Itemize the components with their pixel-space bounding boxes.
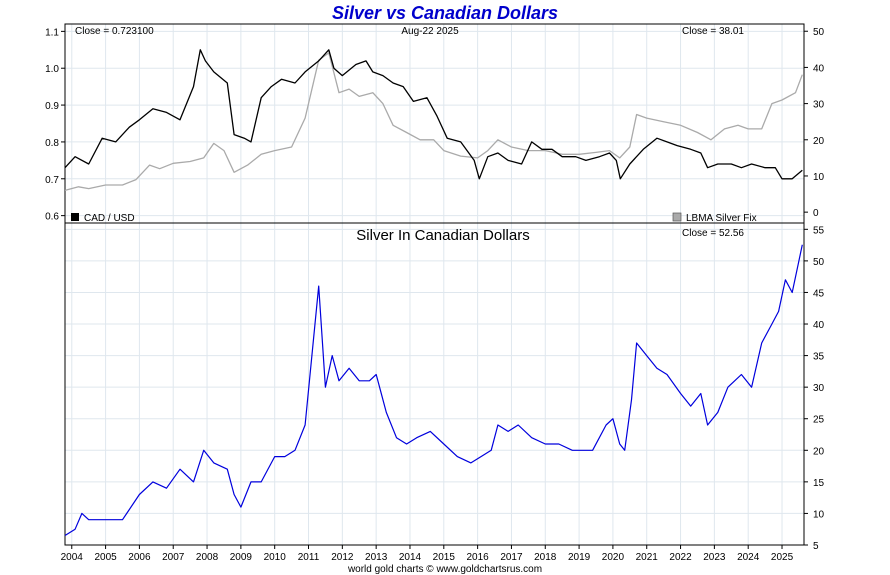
top-frame [64,23,805,224]
silver-usd-line [64,52,803,192]
x-tick-label: 2012 [331,552,354,563]
x-tick-label: 2025 [771,552,794,563]
x-tick-label: 2005 [94,552,117,563]
bottom-y-tick-label: 15 [813,478,825,489]
close-silver-cad-label: Close = 52.56 [682,228,744,239]
x-tick-label: 2015 [433,552,456,563]
top-panel: 0.6 0.7 0.8 0.9 1.0 1.1 0 10 20 30 40 50 Close = 0… [45,23,825,224]
x-tick-label: 2016 [466,552,489,563]
x-tick-label: 2017 [500,552,523,563]
y-left-tick-label: 0.8 [45,138,59,149]
x-tick-label: 2007 [162,552,185,563]
x-tick-label: 2004 [61,552,84,563]
y-right-tick-label: 0 [813,208,819,219]
legend-cad-label: CAD / USD [84,213,135,224]
bottom-grid [65,223,804,546]
top-series [64,49,803,192]
x-tick-label: 2014 [399,552,422,563]
close-silver-label: Close = 38.01 [682,26,744,37]
x-tick-label: 2019 [568,552,591,563]
bottom-series [64,244,803,537]
bottom-y-tick-label: 10 [813,509,825,520]
bottom-y-tick-label: 40 [813,320,825,331]
bottom-frame [64,222,805,546]
y-right-tick-label: 10 [813,172,825,183]
top-right-axis: 0 10 20 30 40 50 [804,27,825,219]
close-cad-label: Close = 0.723100 [75,26,154,37]
top-left-axis: 0.6 0.7 0.8 0.9 1.0 1.1 [45,27,65,223]
x-tick-label: 2023 [703,552,726,563]
footer-credit: world gold charts © www.goldchartsrus.co… [347,564,542,575]
legend-silver-swatch [672,212,682,222]
bottom-y-tick-label: 50 [813,257,825,268]
x-tick-label: 2013 [365,552,388,563]
y-right-tick-label: 40 [813,63,825,74]
x-tick-label: 2011 [298,552,320,563]
legend-cad-swatch [71,213,79,221]
bottom-y-tick-label: 5 [813,541,819,552]
y-right-tick-label: 20 [813,136,825,147]
y-left-tick-label: 0.7 [45,175,59,186]
x-tick-label: 2008 [196,552,219,563]
y-left-tick-label: 1.1 [45,27,59,38]
x-tick-label: 2024 [737,552,760,563]
bottom-y-tick-label: 45 [813,288,825,299]
x-tick-label: 2022 [669,552,692,563]
bottom-y-tick-label: 35 [813,352,825,363]
silver-cad-line [64,244,803,537]
y-right-tick-label: 30 [813,100,825,111]
x-tick-label: 2006 [128,552,151,563]
bottom-y-tick-label: 30 [813,383,825,394]
x-tick-label: 2018 [534,552,557,563]
bottom-y-tick-label: 55 [813,225,825,236]
x-tick-label: 2009 [230,552,253,563]
top-grid [65,24,804,223]
x-tick-label: 2020 [602,552,625,563]
x-axis: 2004 2005 2006 2007 2008 2009 2010 2011 2012 2013… [61,545,794,563]
x-tick-label: 2021 [636,552,659,563]
bottom-panel-title: Silver In Canadian Dollars [356,227,529,244]
bottom-y-tick-label: 25 [813,415,825,426]
bottom-right-axis: 5 10 15 20 25 30 35 40 45 50 55 [804,225,825,552]
bottom-y-tick-label: 20 [813,446,825,457]
y-right-tick-label: 50 [813,27,825,38]
x-tick-label: 2010 [264,552,287,563]
y-left-tick-label: 0.6 [45,212,59,223]
y-left-tick-label: 1.0 [45,64,59,75]
y-left-tick-label: 0.9 [45,101,59,112]
legend-silver-label: LBMA Silver Fix [686,213,757,224]
date-label: Aug-22 2025 [401,26,459,37]
bottom-panel: 5 10 15 20 25 30 35 40 45 50 55 Silver In Canadian… [64,222,825,552]
chart-title: Silver vs Canadian Dollars [332,3,558,23]
cad-usd-line [64,49,803,180]
